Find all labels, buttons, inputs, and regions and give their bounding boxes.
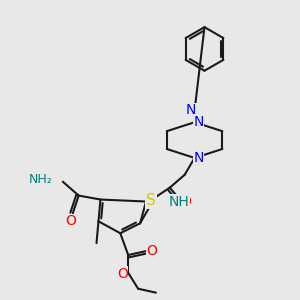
- Text: O: O: [180, 194, 191, 208]
- Text: NH₂: NH₂: [29, 173, 53, 186]
- Text: NH: NH: [169, 194, 190, 208]
- Text: N: N: [185, 103, 196, 117]
- Text: O: O: [65, 214, 76, 228]
- Text: O: O: [146, 244, 158, 258]
- Text: N: N: [194, 151, 204, 165]
- Text: N: N: [194, 115, 204, 129]
- Text: S: S: [146, 193, 156, 208]
- Text: O: O: [117, 267, 128, 281]
